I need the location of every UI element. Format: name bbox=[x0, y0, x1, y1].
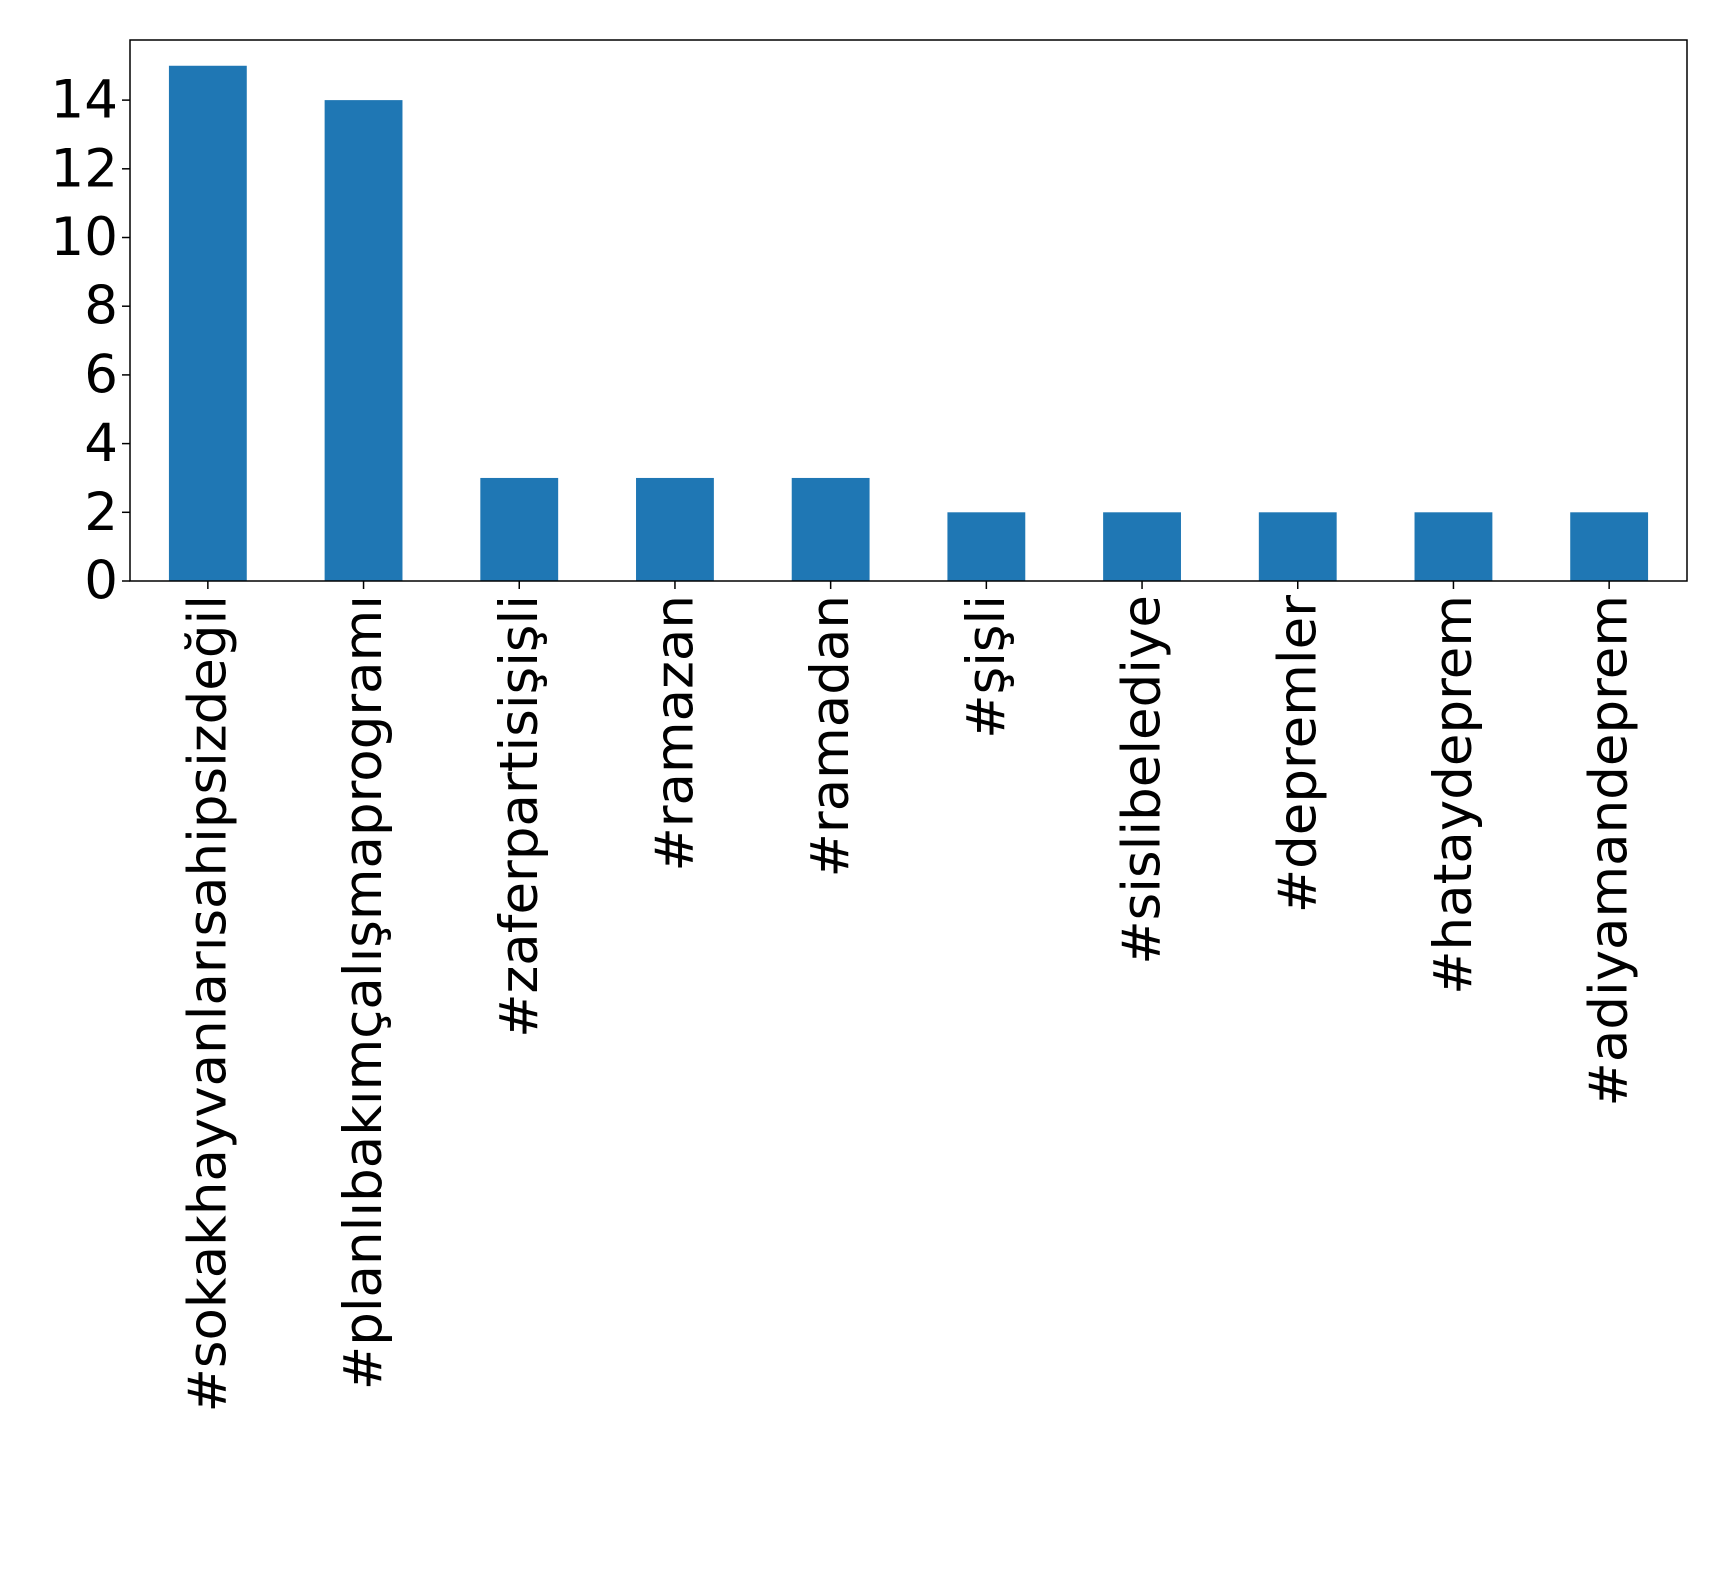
x-tick-label: #ramazan bbox=[644, 595, 705, 872]
x-tick-label: #hataydeprem bbox=[1423, 595, 1484, 995]
y-tick-label: 8 bbox=[84, 276, 118, 337]
y-tick-label: 12 bbox=[51, 138, 118, 199]
y-tick-label: 10 bbox=[51, 207, 118, 268]
y-tick-label: 2 bbox=[84, 482, 118, 543]
x-tick-label: #şişli bbox=[956, 595, 1017, 739]
bar bbox=[1570, 512, 1649, 581]
bar bbox=[947, 512, 1026, 581]
bar bbox=[1414, 512, 1493, 581]
x-axis: #sokakhayvanlarısahipsizdeğil #planlıbakı… bbox=[177, 581, 1640, 1413]
x-tick-label: #zaferpartisişişli bbox=[489, 595, 550, 1038]
bar bbox=[791, 477, 870, 581]
y-axis: 0 2 4 6 8 10 12 14 bbox=[51, 70, 130, 612]
y-tick-label: 6 bbox=[84, 344, 118, 405]
bars-layer bbox=[168, 65, 1649, 581]
y-tick-label: 4 bbox=[84, 413, 118, 474]
x-tick-label: #adiyamandeprem bbox=[1579, 595, 1640, 1107]
bar bbox=[168, 65, 247, 581]
x-tick-label: #planlıbakımçalışmaprogramı bbox=[333, 595, 394, 1390]
x-tick-label: #ramadan bbox=[800, 595, 861, 878]
bar bbox=[324, 100, 403, 581]
plot-frame bbox=[129, 39, 1688, 582]
bar bbox=[1258, 512, 1337, 581]
y-tick-label: 0 bbox=[84, 551, 118, 612]
y-tick-label: 14 bbox=[51, 70, 118, 131]
x-tick-label: #sokakhayvanlarısahipsizdeğil bbox=[177, 595, 238, 1413]
x-tick-label: #depremler bbox=[1267, 595, 1328, 913]
bar bbox=[1103, 512, 1181, 581]
bar bbox=[480, 477, 559, 581]
bar bbox=[636, 477, 714, 581]
x-tick-label: #sislibelediye bbox=[1112, 595, 1173, 965]
